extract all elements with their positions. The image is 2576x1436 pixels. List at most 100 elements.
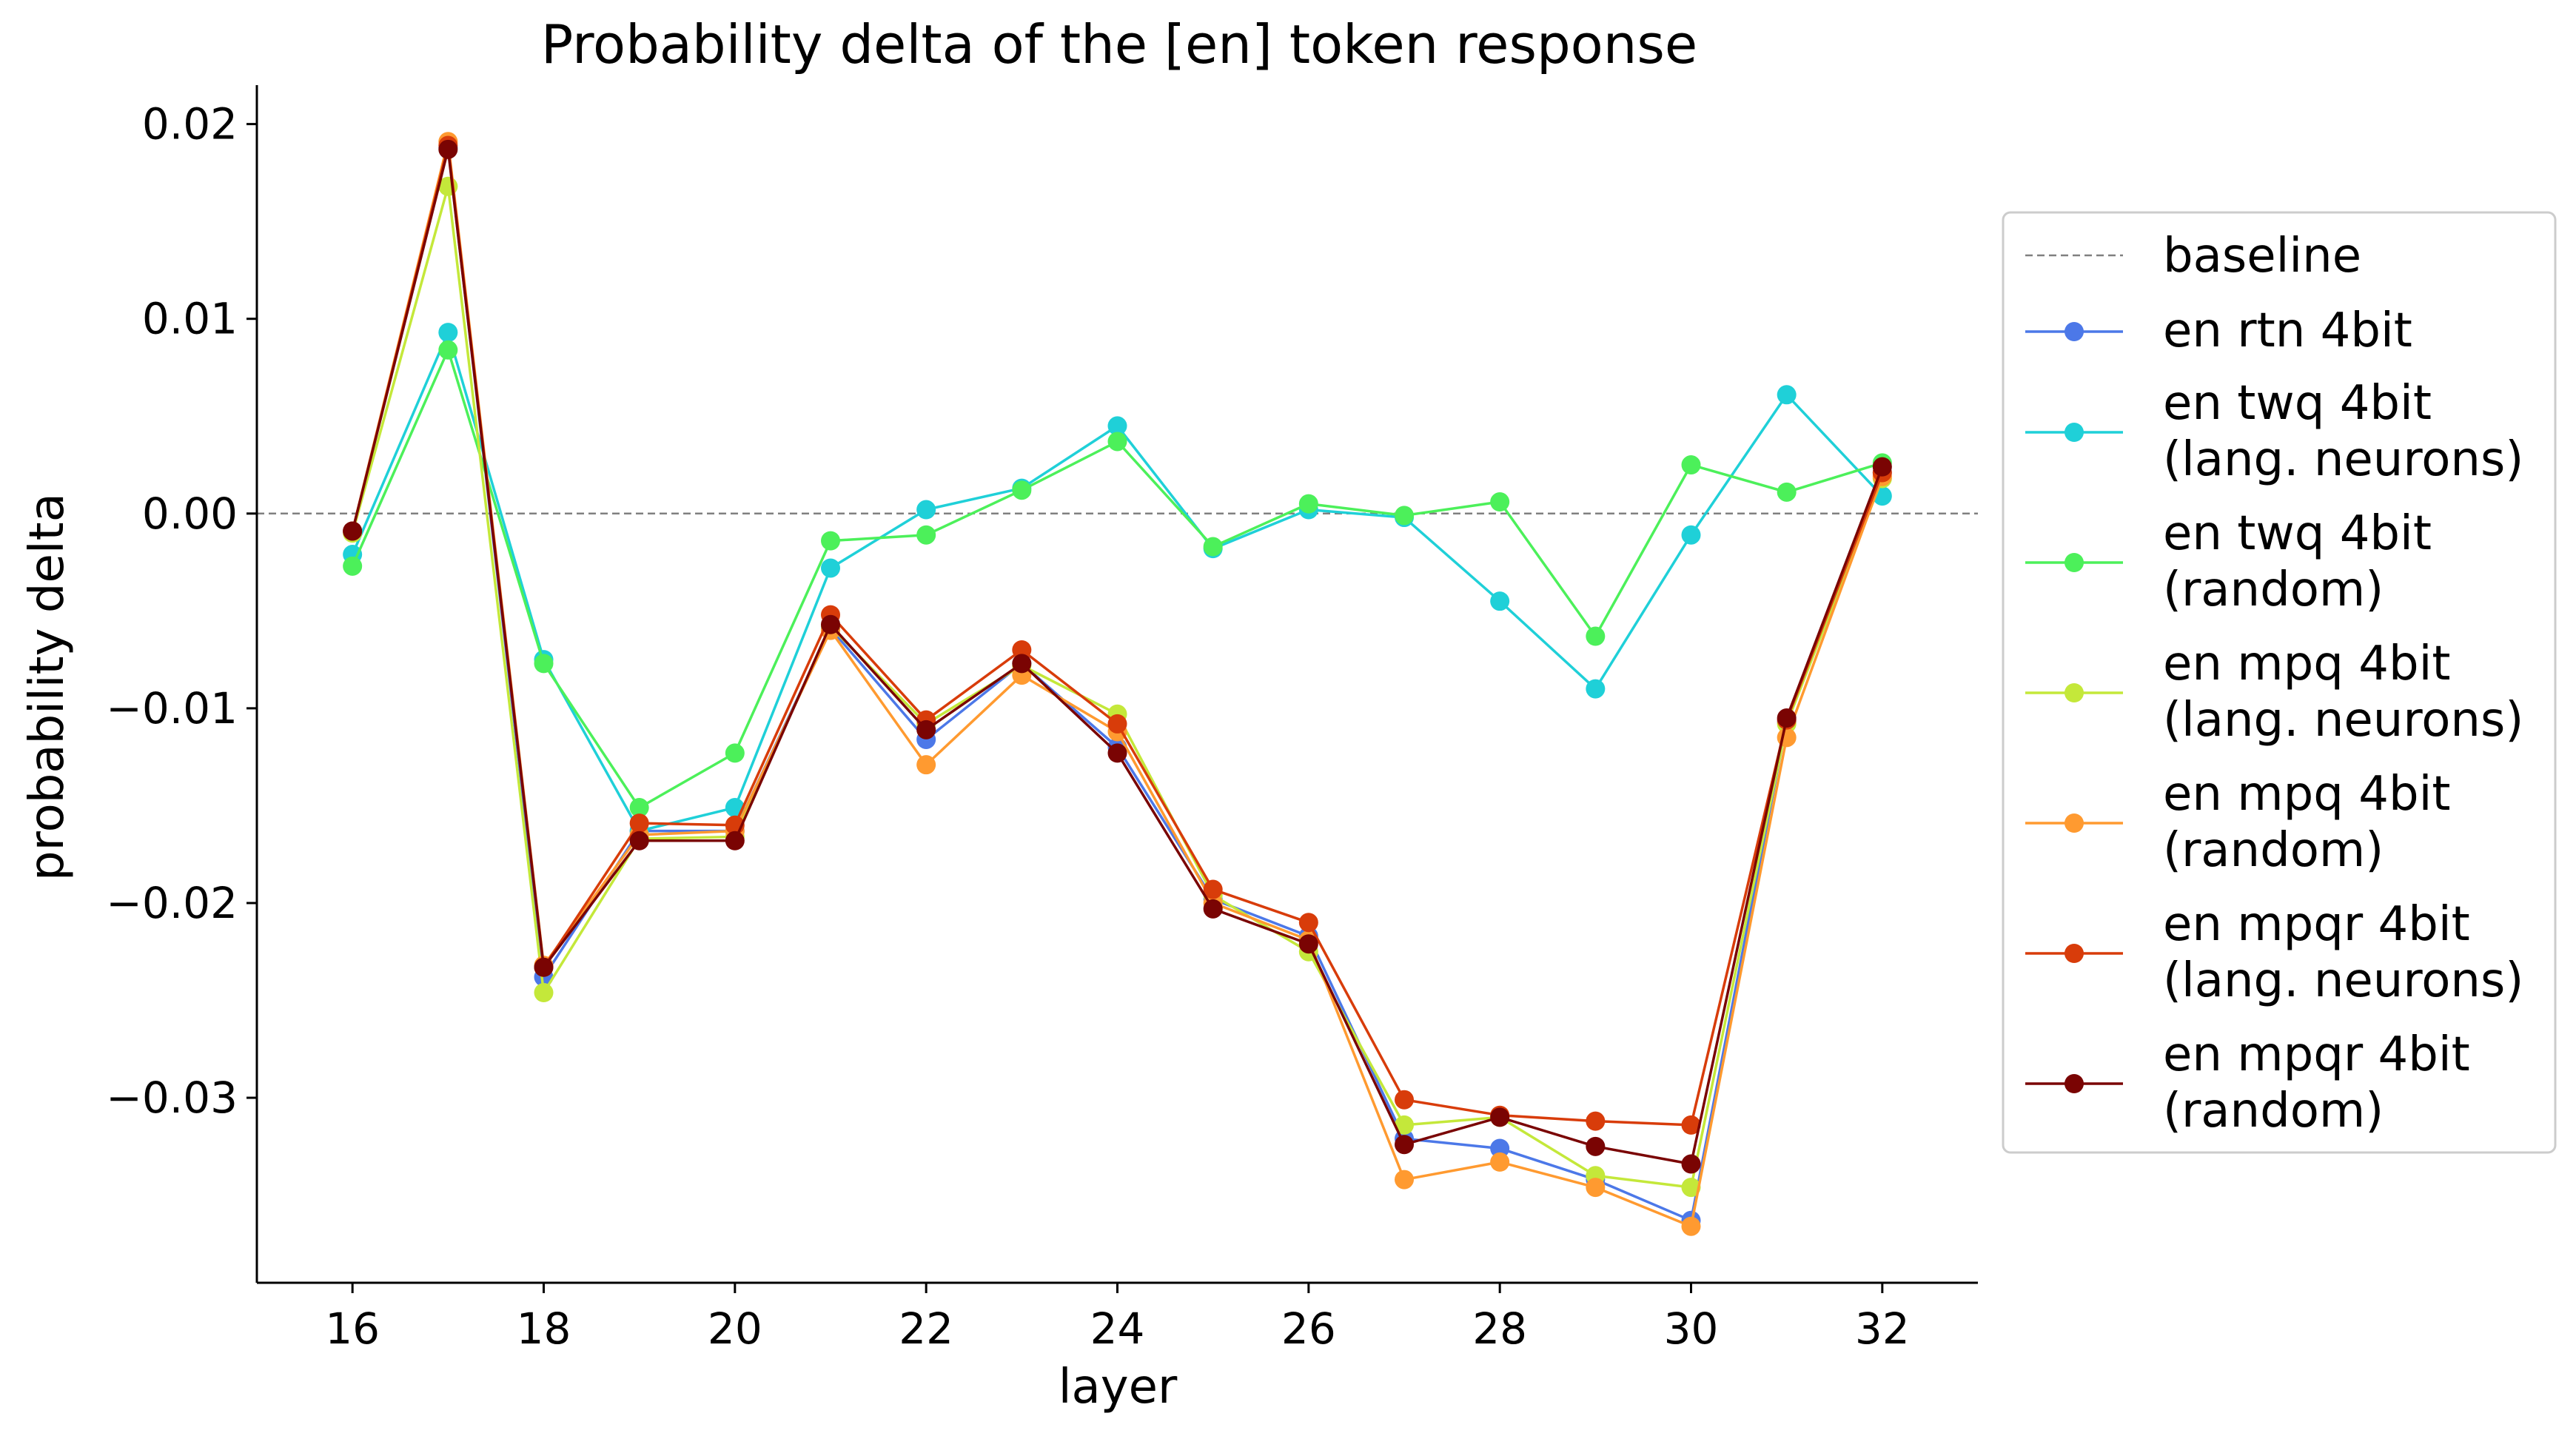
data-point bbox=[1681, 525, 1701, 545]
data-point bbox=[629, 831, 649, 850]
data-point bbox=[1298, 934, 1318, 954]
y-tick-label: 0.00 bbox=[142, 489, 238, 539]
y-tick-label: 0.01 bbox=[142, 294, 238, 344]
data-point bbox=[821, 531, 840, 551]
data-point bbox=[1012, 480, 1032, 500]
x-tick-label: 26 bbox=[1281, 1304, 1336, 1354]
data-point bbox=[1777, 385, 1797, 405]
x-tick-label: 18 bbox=[517, 1304, 571, 1354]
data-point bbox=[1681, 1154, 1701, 1174]
legend-label: (random) bbox=[2163, 823, 2384, 878]
chart-title: Probability delta of the [en] token resp… bbox=[541, 13, 1697, 76]
data-point bbox=[1490, 1152, 1510, 1172]
data-point bbox=[343, 521, 363, 541]
data-point bbox=[534, 957, 554, 977]
legend-handle-marker bbox=[2065, 322, 2084, 341]
data-point bbox=[1395, 1115, 1414, 1135]
x-tick-label: 32 bbox=[1855, 1304, 1910, 1354]
x-tick-label: 20 bbox=[708, 1304, 762, 1354]
data-point bbox=[438, 139, 458, 159]
data-point bbox=[1395, 1090, 1414, 1110]
data-point bbox=[1395, 1170, 1414, 1190]
y-tick-label: 0.02 bbox=[142, 99, 238, 150]
data-point bbox=[1107, 432, 1127, 452]
legend-label: en mpqr 4bit bbox=[2163, 1027, 2470, 1082]
x-tick-label: 30 bbox=[1664, 1304, 1719, 1354]
data-point bbox=[1586, 1136, 1606, 1156]
legend-label: en mpq 4bit bbox=[2163, 637, 2450, 691]
data-point bbox=[1681, 1178, 1701, 1198]
y-tick-label: −0.01 bbox=[106, 683, 238, 734]
data-point bbox=[1490, 591, 1510, 611]
data-point bbox=[1586, 626, 1606, 646]
legend-label: (lang. neurons) bbox=[2163, 693, 2523, 748]
data-point bbox=[1586, 1178, 1606, 1198]
x-tick-label: 22 bbox=[899, 1304, 953, 1354]
data-point bbox=[725, 743, 745, 763]
data-point bbox=[821, 558, 840, 578]
legend-label: (lang. neurons) bbox=[2163, 953, 2523, 1008]
data-point bbox=[438, 340, 458, 360]
x-axis-ticks: 16 18 20 22 24 26 28 30 32 bbox=[325, 1283, 1910, 1354]
data-point bbox=[534, 982, 554, 1002]
data-point bbox=[1298, 913, 1318, 933]
legend-label: en twq 4bit bbox=[2163, 506, 2432, 561]
legend-label: (random) bbox=[2163, 1084, 2384, 1138]
data-point bbox=[1298, 494, 1318, 514]
data-point bbox=[1490, 1107, 1510, 1127]
data-point bbox=[916, 719, 936, 739]
data-point bbox=[1107, 743, 1127, 763]
legend-label: baseline bbox=[2163, 229, 2361, 283]
legend-label: en twq 4bit bbox=[2163, 376, 2432, 431]
data-point bbox=[629, 798, 649, 818]
data-point bbox=[1490, 1138, 1510, 1158]
data-point bbox=[1777, 482, 1797, 502]
series-7 bbox=[343, 139, 1892, 1174]
legend-handle-marker bbox=[2065, 1074, 2084, 1093]
data-point bbox=[1107, 416, 1127, 436]
data-point bbox=[1490, 492, 1510, 512]
x-tick-label: 28 bbox=[1472, 1304, 1527, 1354]
plot-area bbox=[257, 132, 1978, 1236]
y-tick-label: −0.03 bbox=[106, 1073, 238, 1123]
data-point bbox=[629, 813, 649, 833]
legend-handle-marker bbox=[2065, 683, 2084, 702]
x-axis-label: layer bbox=[1059, 1360, 1178, 1415]
data-point bbox=[1777, 708, 1797, 728]
legend-box bbox=[2002, 211, 2557, 1154]
data-point bbox=[1107, 714, 1127, 734]
data-point bbox=[1203, 899, 1223, 919]
y-axis-label: probability delta bbox=[20, 493, 75, 881]
data-point bbox=[534, 654, 554, 674]
data-point bbox=[1681, 1115, 1701, 1135]
x-tick-label: 24 bbox=[1090, 1304, 1145, 1354]
data-point bbox=[1203, 537, 1223, 557]
y-tick-label: −0.02 bbox=[106, 878, 238, 928]
series-3 bbox=[343, 340, 1892, 818]
legend-label: (lang. neurons) bbox=[2163, 432, 2523, 487]
data-point bbox=[1681, 455, 1701, 475]
data-point bbox=[1681, 1216, 1701, 1236]
legend-handle-marker bbox=[2065, 813, 2084, 833]
data-point bbox=[343, 556, 363, 576]
data-point bbox=[1012, 654, 1032, 674]
legend-label: (random) bbox=[2163, 563, 2384, 617]
data-point bbox=[1203, 879, 1223, 899]
y-axis-ticks: 0.02 0.01 0.00 −0.01 −0.02 −0.03 bbox=[106, 99, 257, 1123]
data-point bbox=[1012, 640, 1032, 660]
data-point bbox=[1586, 679, 1606, 699]
data-point bbox=[916, 525, 936, 545]
data-point bbox=[821, 614, 840, 634]
data-point bbox=[1586, 1111, 1606, 1131]
data-point bbox=[1395, 506, 1414, 526]
legend-handle-marker bbox=[2065, 423, 2084, 442]
legend-label: en rtn 4bit bbox=[2163, 303, 2412, 358]
data-point bbox=[916, 755, 936, 775]
legend-handle-marker bbox=[2065, 944, 2084, 963]
data-point bbox=[725, 831, 745, 850]
data-point bbox=[438, 323, 458, 343]
x-tick-label: 16 bbox=[325, 1304, 380, 1354]
